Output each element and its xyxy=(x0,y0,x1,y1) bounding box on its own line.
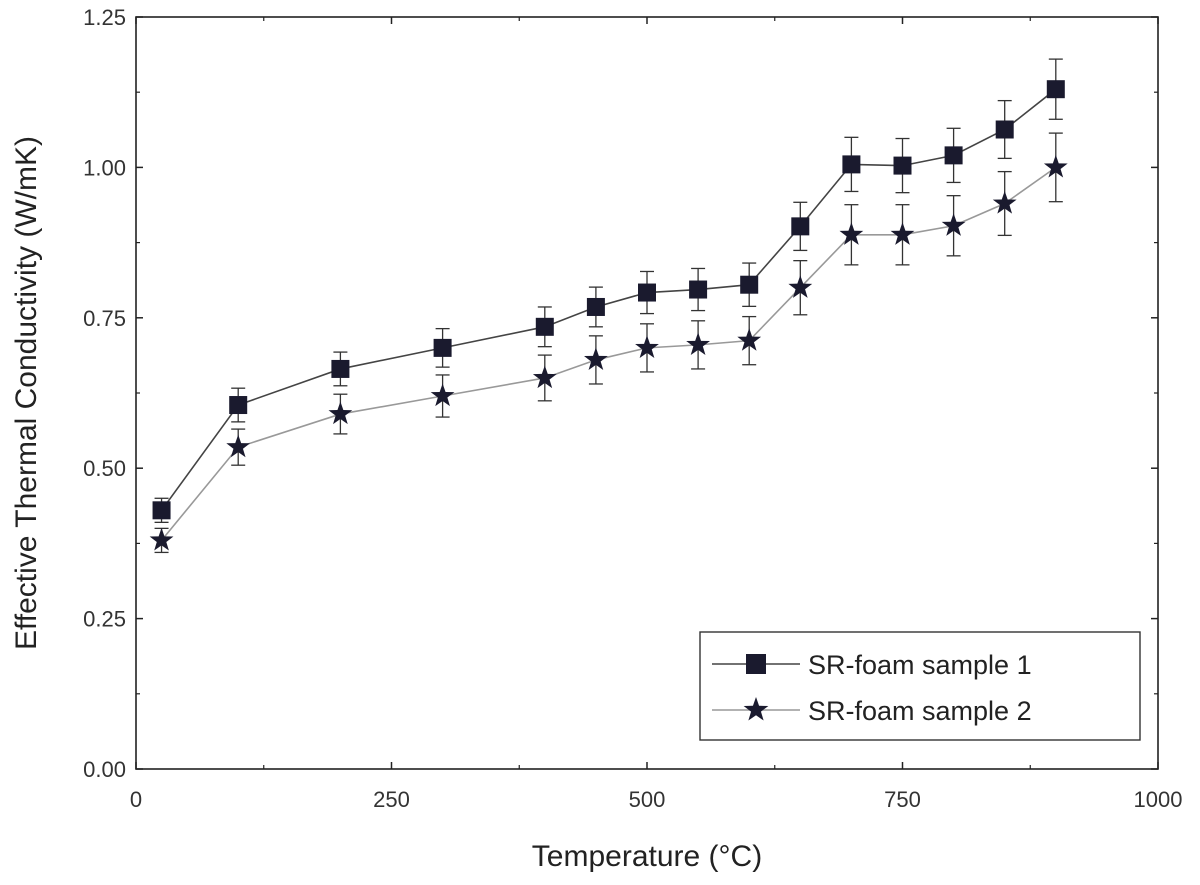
data-point xyxy=(331,359,350,378)
series-2 xyxy=(149,132,1068,554)
data-point xyxy=(1046,80,1065,99)
legend-label: SR-foam sample 1 xyxy=(808,650,1032,680)
data-point xyxy=(532,365,557,389)
x-tick-label: 750 xyxy=(884,787,921,812)
data-point xyxy=(152,501,171,520)
data-point xyxy=(893,156,912,175)
data-point xyxy=(226,434,251,458)
legend: SR-foam sample 1 SR-foam sample 2 xyxy=(699,631,1141,741)
x-axis-title: Temperature (°C) xyxy=(532,840,762,873)
series-1 xyxy=(152,58,1065,523)
data-point xyxy=(635,335,659,358)
x-tick-label: 250 xyxy=(373,787,410,812)
legend-marker xyxy=(743,697,769,721)
data-point xyxy=(328,401,353,425)
data-point xyxy=(433,338,452,357)
legend-marker xyxy=(746,654,766,674)
y-tick-label: 0.25 xyxy=(83,607,126,632)
legend-entry-1: SR-foam sample 1 xyxy=(712,650,1032,680)
data-point xyxy=(737,328,762,351)
ticks-layer: 0 250 500 750 1000 0.00 0.25 0.50 0.75 1.00 1.25 xyxy=(83,5,1182,812)
x-tick-label: 500 xyxy=(629,787,666,812)
data-point xyxy=(944,146,963,165)
y-tick-label: 0.75 xyxy=(83,306,126,331)
data-point xyxy=(535,317,554,336)
data-point xyxy=(584,347,608,371)
series-layer xyxy=(149,58,1068,554)
legend-box xyxy=(699,631,1141,741)
y-tick-label: 0.50 xyxy=(83,456,126,481)
data-point xyxy=(995,120,1014,139)
x-tick-label: 1000 xyxy=(1134,787,1183,812)
data-point xyxy=(229,396,248,415)
data-point xyxy=(149,527,174,551)
legend-entries: SR-foam sample 1 SR-foam sample 2 xyxy=(712,650,1032,726)
data-point xyxy=(941,213,966,236)
data-point xyxy=(689,280,708,299)
data-point xyxy=(992,191,1017,214)
x-tick-label: 0 xyxy=(130,787,142,812)
legend-entry-2: SR-foam sample 2 xyxy=(712,696,1032,726)
data-point xyxy=(890,222,915,245)
y-tick-label: 1.00 xyxy=(83,155,126,180)
data-point xyxy=(430,383,455,407)
data-point xyxy=(686,332,710,355)
data-point xyxy=(586,297,605,316)
y-tick-label: 1.25 xyxy=(83,5,126,30)
legend-label: SR-foam sample 2 xyxy=(808,696,1032,726)
y-tick-label: 0.00 xyxy=(83,757,126,782)
data-point xyxy=(839,222,864,245)
data-point xyxy=(638,283,656,302)
data-point xyxy=(740,275,759,294)
data-point xyxy=(842,155,861,174)
data-point xyxy=(1043,154,1068,178)
y-axis-title: Effective Thermal Conductivity (W/mK) xyxy=(10,136,43,650)
data-point xyxy=(788,275,813,298)
data-point xyxy=(791,217,810,236)
